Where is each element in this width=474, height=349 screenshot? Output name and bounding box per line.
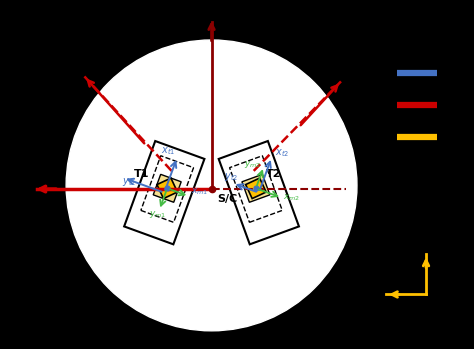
Text: $x_{m2}$: $x_{m2}$ [283,193,301,203]
Polygon shape [157,178,177,199]
Polygon shape [153,174,181,202]
Ellipse shape [66,40,357,331]
Polygon shape [246,178,266,199]
Text: $y_{t2}$: $y_{t2}$ [224,171,238,183]
Text: $x_{t1}$: $x_{t1}$ [161,145,175,157]
Text: S/C: S/C [218,194,237,204]
Text: $y_{m1}$: $y_{m1}$ [149,209,166,220]
Text: T2: T2 [266,169,282,179]
Polygon shape [242,174,270,202]
Text: $y_{m2}$: $y_{m2}$ [244,159,261,170]
Text: $x_{t2}$: $x_{t2}$ [274,148,289,159]
Text: T1: T1 [134,169,149,179]
Text: $x_{m1}$: $x_{m1}$ [191,186,208,197]
Text: $y_{t1}$: $y_{t1}$ [122,176,136,188]
